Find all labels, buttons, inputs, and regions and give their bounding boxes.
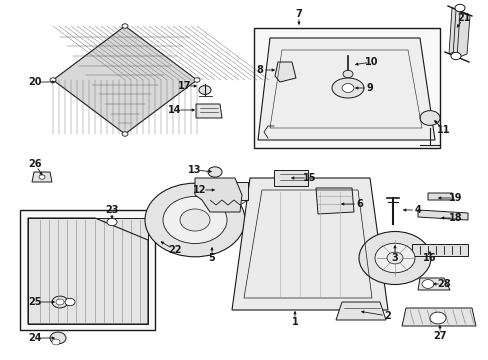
Polygon shape [53, 26, 197, 134]
Bar [253, 28, 439, 148]
Circle shape [56, 299, 64, 305]
Polygon shape [231, 178, 387, 310]
Text: 8: 8 [256, 65, 263, 75]
Text: 13: 13 [188, 165, 202, 175]
Polygon shape [32, 172, 52, 182]
Circle shape [163, 197, 226, 244]
Text: 20: 20 [28, 77, 41, 87]
Text: 19: 19 [448, 193, 462, 203]
Text: 25: 25 [28, 297, 41, 307]
Circle shape [50, 332, 66, 344]
Circle shape [358, 231, 430, 284]
Circle shape [194, 78, 200, 82]
Circle shape [39, 175, 45, 179]
Text: 24: 24 [28, 333, 41, 343]
Ellipse shape [331, 78, 363, 98]
Text: 11: 11 [436, 125, 450, 135]
Polygon shape [452, 10, 465, 56]
Circle shape [199, 86, 210, 94]
Circle shape [65, 298, 75, 306]
Polygon shape [335, 302, 385, 320]
Circle shape [180, 209, 209, 231]
Text: 10: 10 [365, 57, 378, 67]
Polygon shape [417, 210, 467, 220]
Text: 15: 15 [303, 173, 316, 183]
Bar [209, 182, 247, 200]
Circle shape [52, 296, 68, 308]
Circle shape [342, 70, 352, 78]
Text: 6: 6 [356, 199, 363, 209]
Circle shape [107, 218, 117, 226]
Circle shape [419, 111, 439, 125]
Text: 12: 12 [193, 185, 206, 195]
Circle shape [341, 84, 353, 93]
Polygon shape [417, 278, 449, 290]
Circle shape [52, 339, 60, 345]
Text: 18: 18 [448, 213, 462, 223]
Circle shape [122, 132, 128, 136]
Bar [20, 210, 155, 330]
Polygon shape [401, 308, 475, 326]
Polygon shape [274, 62, 295, 82]
Circle shape [450, 52, 460, 60]
Text: 4: 4 [414, 205, 421, 215]
Text: 23: 23 [105, 205, 119, 215]
Text: 9: 9 [366, 83, 373, 93]
Circle shape [386, 252, 402, 264]
Polygon shape [28, 218, 148, 324]
Polygon shape [427, 193, 453, 200]
Circle shape [421, 280, 433, 288]
Circle shape [374, 243, 414, 273]
Circle shape [207, 167, 222, 177]
Bar [273, 170, 307, 186]
Text: 7: 7 [295, 9, 302, 19]
Circle shape [50, 78, 56, 82]
Text: 27: 27 [432, 331, 446, 341]
Polygon shape [195, 178, 242, 212]
Polygon shape [315, 188, 353, 214]
Polygon shape [258, 38, 434, 140]
Polygon shape [196, 104, 222, 118]
Circle shape [454, 4, 464, 12]
Circle shape [429, 312, 445, 324]
Text: 5: 5 [208, 253, 215, 263]
Text: 26: 26 [28, 159, 41, 169]
Polygon shape [411, 244, 467, 256]
Polygon shape [448, 8, 461, 54]
Text: 14: 14 [168, 105, 182, 115]
Circle shape [145, 183, 244, 257]
Text: 3: 3 [391, 253, 398, 263]
Text: 2: 2 [384, 311, 390, 321]
Text: 1: 1 [291, 317, 298, 327]
Polygon shape [456, 12, 469, 58]
Text: 17: 17 [178, 81, 191, 91]
Text: 28: 28 [436, 279, 450, 289]
Text: 22: 22 [168, 245, 182, 255]
Text: 16: 16 [423, 253, 436, 263]
Text: 21: 21 [456, 13, 470, 23]
Circle shape [122, 24, 128, 28]
